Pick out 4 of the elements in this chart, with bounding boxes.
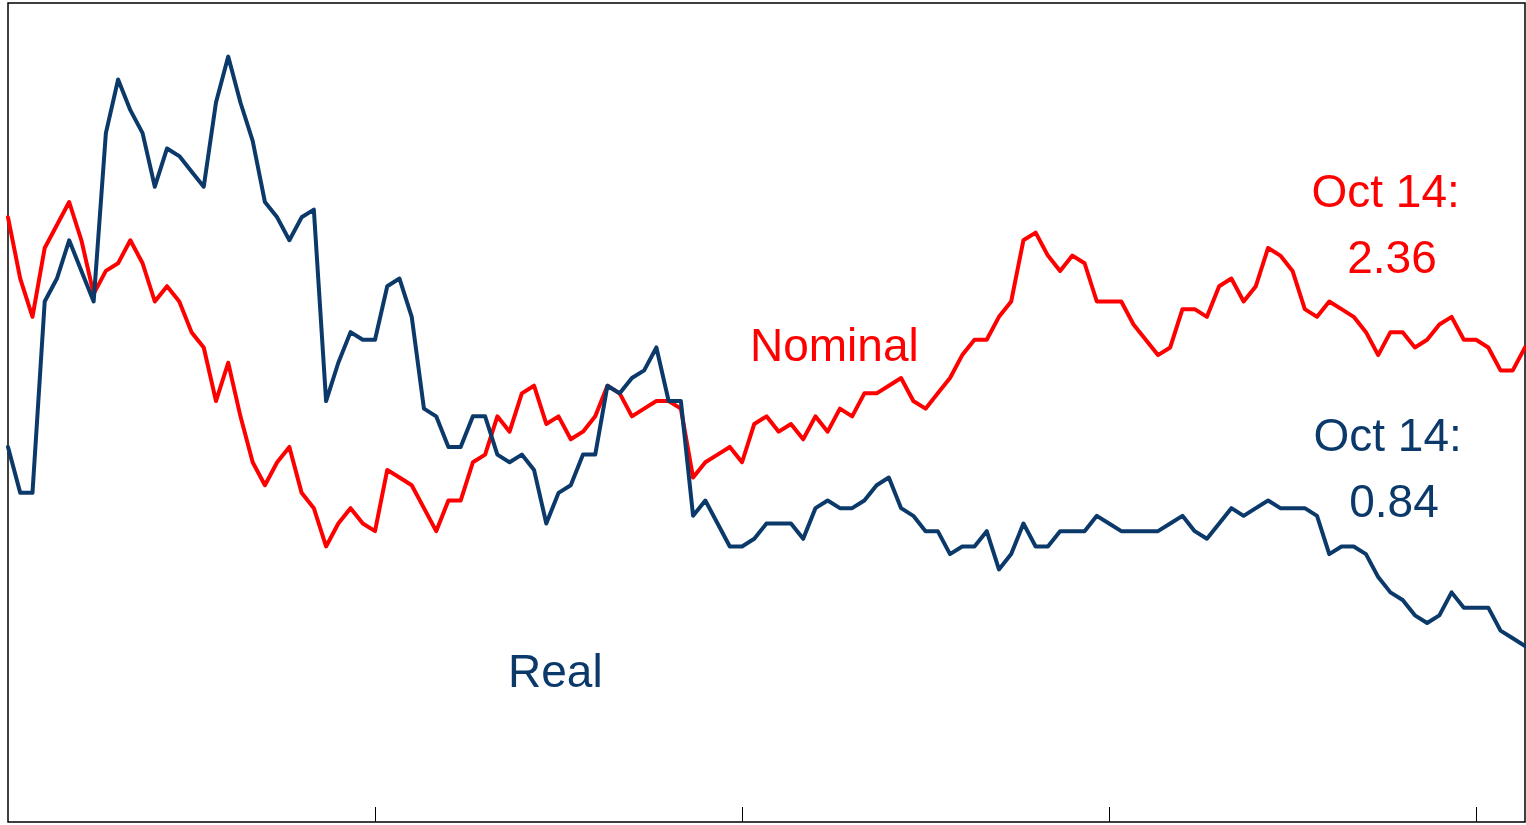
annotation: Oct 14: 2.36 xyxy=(1311,165,1473,283)
text: Real xyxy=(508,645,603,697)
annotation: Oct 14: 0.84 xyxy=(1313,409,1475,527)
series-label: Nominal xyxy=(750,319,919,371)
